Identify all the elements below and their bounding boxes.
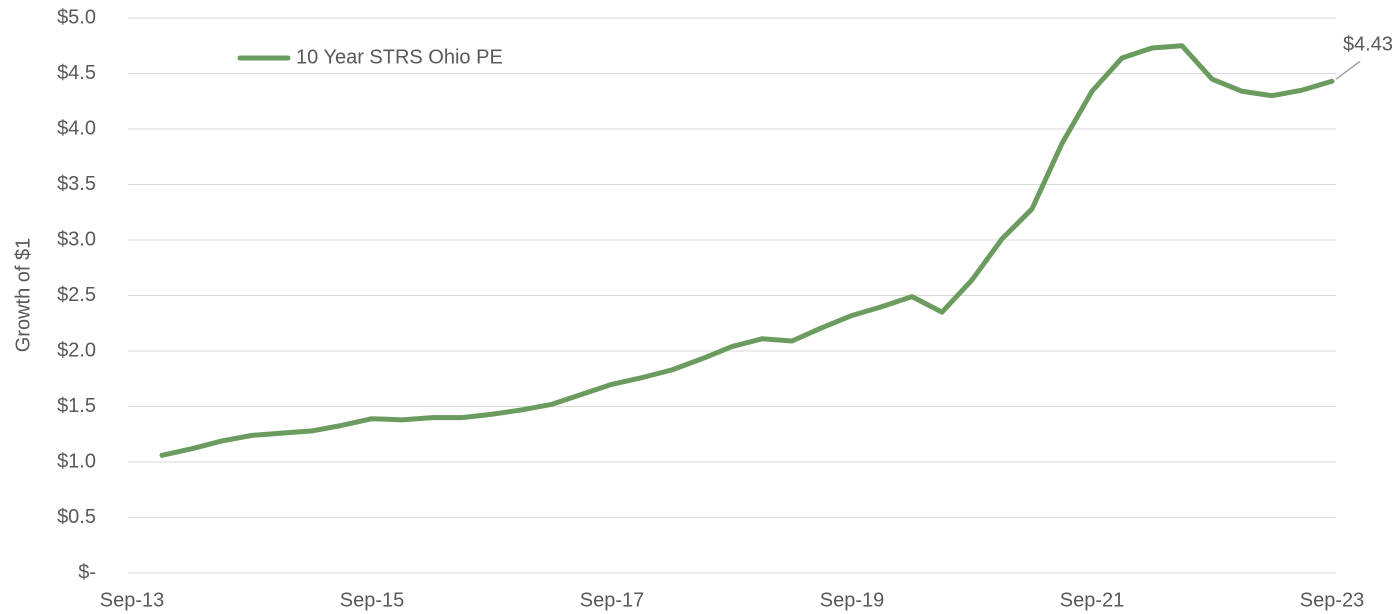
- y-tick-label: $2.0: [57, 339, 96, 361]
- data-label: $4.43: [1343, 34, 1393, 56]
- x-tick-label: Sep-21: [1060, 589, 1125, 611]
- legend-label: 10 Year STRS Ohio PE: [296, 46, 503, 68]
- line: [159, 43, 1335, 458]
- y-tick-label: $1.5: [57, 395, 96, 417]
- x-tick-label: Sep-17: [580, 589, 645, 611]
- y-tick-label: $3.0: [57, 228, 96, 250]
- label-leader: [1335, 60, 1361, 80]
- x-tick-label: Sep-19: [820, 589, 885, 611]
- y-tick-label: $5.0: [57, 6, 96, 28]
- y-tick-label: $4.5: [57, 62, 96, 84]
- x-tick-label: Sep-15: [340, 589, 405, 611]
- y-tick-label: $3.5: [57, 173, 96, 195]
- y-tick-label: $4.0: [57, 117, 96, 139]
- y-tick-label: $1.0: [57, 450, 96, 472]
- y-tick-label: $0.5: [57, 506, 96, 528]
- y-tick-label: $-: [78, 561, 96, 583]
- y-tick-label: $2.5: [57, 284, 96, 306]
- x-tick-label: Sep-23: [1300, 589, 1365, 611]
- y-axis-label: Growth of $1: [12, 238, 34, 353]
- x-tick-label: Sep-13: [100, 589, 165, 611]
